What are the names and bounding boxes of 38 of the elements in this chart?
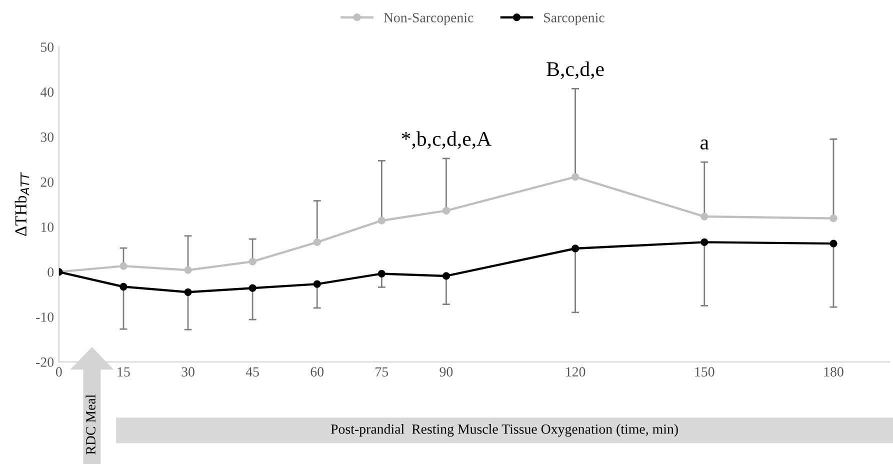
x-tick-label: 15 [118, 367, 130, 377]
x-tick-label: 45 [246, 367, 259, 377]
x-tick-label: 75 [376, 367, 388, 377]
point [571, 173, 580, 181]
x-tick-label: 0 [56, 367, 62, 377]
x-axis-title: Post-prandial Resting Muscle Tissue Oxygenation (time, min) [330, 424, 678, 437]
y-tick-label: 50 [40, 42, 54, 52]
point [378, 270, 386, 278]
y-tick-label: 30 [40, 132, 54, 142]
point [313, 280, 321, 288]
point [248, 284, 256, 292]
x-tick-label: 60 [310, 367, 324, 377]
annotation: B,c,d,e [546, 61, 604, 80]
point [120, 282, 128, 291]
point [184, 266, 192, 274]
y-tick-label: -20 [36, 358, 54, 367]
legend-label: Sarcopenic [544, 13, 604, 26]
x-tick-label: 90 [440, 367, 453, 377]
x-tick-label: 120 [566, 367, 586, 377]
point [571, 244, 580, 252]
annotation: a [700, 140, 709, 150]
y-tick-label: 40 [40, 87, 54, 97]
annotation: *,b,c,d,e,A [402, 131, 492, 149]
point [700, 238, 708, 246]
point [120, 262, 128, 270]
x-tick-label: 150 [695, 367, 714, 377]
y-tick-label: -10 [36, 312, 54, 322]
y-tick-label: 10 [41, 222, 54, 232]
x-tick-label: 180 [824, 367, 844, 377]
point [184, 288, 192, 296]
y-tick-label: 20 [40, 177, 54, 187]
point [442, 272, 450, 280]
text: RDC Meal [86, 394, 96, 454]
y-tick-label: 0 [48, 267, 54, 277]
x-tick-label: 30 [182, 367, 194, 377]
y-axis-title: ΔTHb$_{ATT}$ [14, 172, 30, 236]
legend-label: Non-Sarcopenic [384, 13, 474, 26]
point [442, 206, 450, 215]
